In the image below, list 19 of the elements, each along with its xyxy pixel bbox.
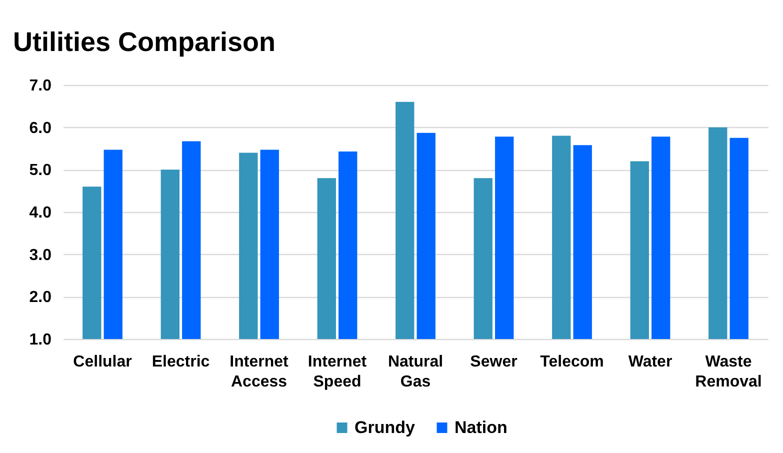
x-tick-label: Sewer bbox=[470, 354, 518, 370]
y-tick-label: 3.0 bbox=[29, 246, 52, 264]
x-tick-label: Internet Speed bbox=[308, 354, 368, 390]
x-tick-label: Cellular bbox=[73, 354, 132, 370]
x-tick-label: Waste Removal bbox=[695, 354, 762, 390]
x-tick-label: Natural Gas bbox=[388, 354, 444, 390]
y-tick-label: 7.0 bbox=[29, 78, 52, 94]
y-tick-label: 4.0 bbox=[29, 204, 52, 222]
y-tick-label: 5.0 bbox=[29, 162, 52, 180]
x-tick-label: Telecom bbox=[540, 354, 604, 370]
legend-label: Grundy bbox=[354, 418, 416, 437]
chart-title: Utilities Comparison bbox=[13, 27, 276, 57]
y-tick-label: 6.0 bbox=[29, 120, 52, 137]
x-tick-label: Internet Access bbox=[230, 354, 290, 390]
x-tick-label: Water bbox=[628, 354, 672, 370]
y-tick-label: 1.0 bbox=[29, 332, 52, 348]
legend-label: Nation bbox=[454, 418, 508, 437]
x-tick-label: Electric bbox=[152, 354, 210, 370]
y-tick-label: 2.0 bbox=[29, 289, 52, 306]
